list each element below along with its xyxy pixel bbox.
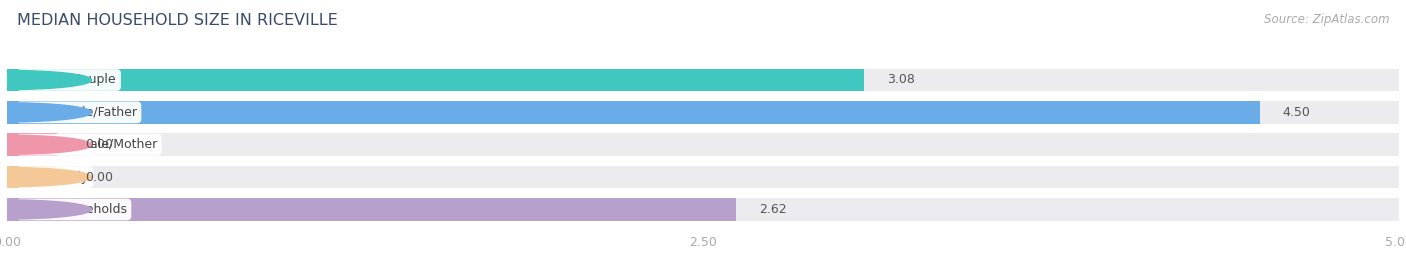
Circle shape bbox=[0, 103, 91, 122]
Circle shape bbox=[0, 135, 91, 154]
Circle shape bbox=[0, 168, 91, 187]
Text: 2.62: 2.62 bbox=[759, 203, 786, 216]
Bar bbox=[7, 188, 1399, 198]
Text: Source: ZipAtlas.com: Source: ZipAtlas.com bbox=[1264, 13, 1389, 27]
Bar bbox=[7, 198, 1399, 221]
Bar bbox=[7, 133, 58, 156]
Bar bbox=[7, 91, 1399, 101]
Bar bbox=[7, 198, 737, 221]
Bar bbox=[7, 166, 58, 188]
Bar bbox=[7, 156, 1399, 166]
Circle shape bbox=[0, 200, 91, 219]
Bar bbox=[7, 166, 1399, 188]
Bar bbox=[7, 69, 865, 91]
Bar bbox=[7, 69, 1399, 91]
Text: Non-family: Non-family bbox=[21, 171, 89, 184]
Circle shape bbox=[0, 70, 91, 90]
Text: 4.50: 4.50 bbox=[1282, 106, 1310, 119]
Text: Single Female/Mother: Single Female/Mother bbox=[21, 138, 157, 151]
Text: Total Households: Total Households bbox=[21, 203, 127, 216]
Text: 3.08: 3.08 bbox=[887, 73, 915, 87]
Text: Single Male/Father: Single Male/Father bbox=[21, 106, 136, 119]
Bar bbox=[7, 101, 1399, 124]
Text: 0.00: 0.00 bbox=[84, 171, 112, 184]
Bar bbox=[7, 133, 1399, 156]
Bar bbox=[7, 59, 1399, 69]
Bar bbox=[7, 124, 1399, 133]
Text: MEDIAN HOUSEHOLD SIZE IN RICEVILLE: MEDIAN HOUSEHOLD SIZE IN RICEVILLE bbox=[17, 13, 337, 28]
Text: 0.00: 0.00 bbox=[84, 138, 112, 151]
Bar bbox=[7, 101, 1260, 124]
Text: Married-Couple: Married-Couple bbox=[21, 73, 117, 87]
